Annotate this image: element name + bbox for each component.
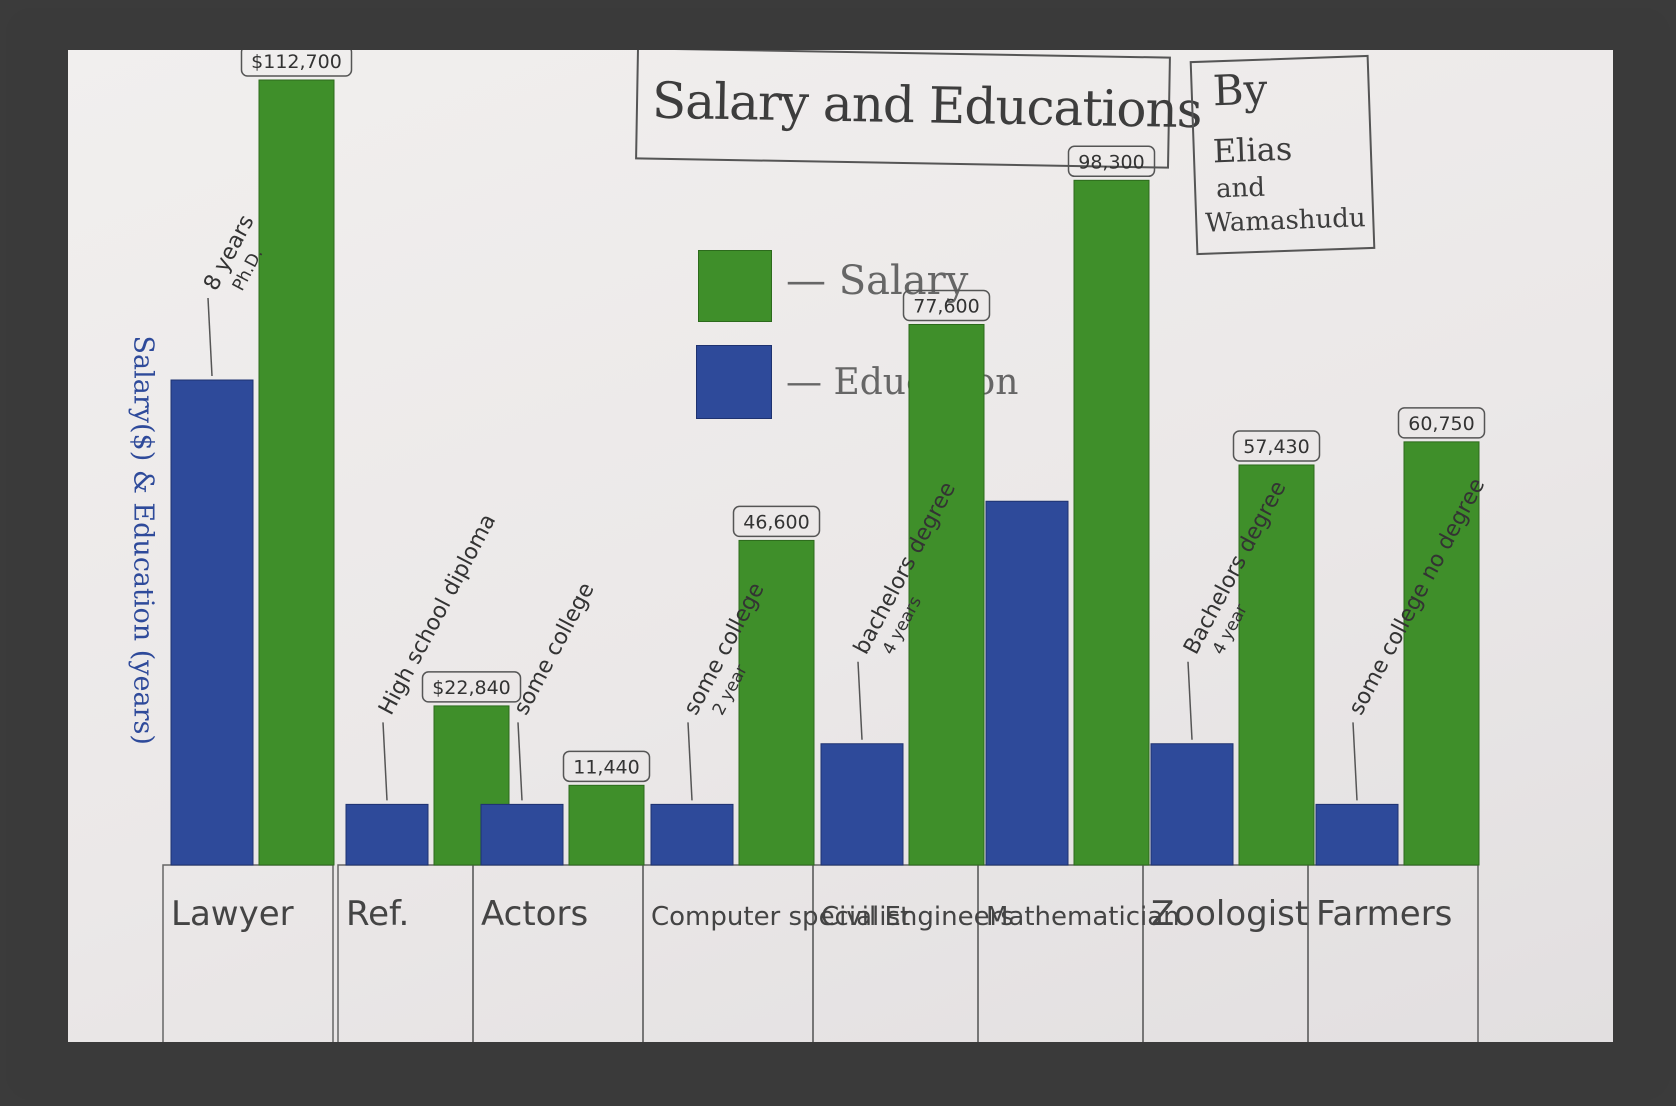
data-label-salary-farmers: 60,750 — [1408, 413, 1474, 435]
data-label-box-computer-specialist — [732, 505, 821, 538]
category-cell-zoologist — [1142, 864, 1309, 1042]
annotation-pointer-ref — [382, 722, 388, 801]
data-label-salary-civil-engineers: 77,600 — [913, 295, 979, 317]
data-label-salary-zoologist: 57,430 — [1243, 436, 1309, 458]
bar-education-mathematician — [985, 500, 1069, 866]
bar-education-ref — [345, 803, 429, 866]
category-cell-farmers — [1307, 864, 1479, 1042]
paper-sheet: Salary and Educations By Elias and Wamas… — [68, 50, 1613, 1042]
data-label-box-civil-engineers — [902, 289, 991, 322]
bar-salary-actors — [568, 784, 645, 866]
data-label-box-actors — [562, 750, 651, 783]
bar-salary-computer-specialist — [738, 539, 815, 866]
bar-salary-zoologist — [1238, 464, 1315, 866]
legend-swatch-salary — [698, 250, 772, 322]
bar-salary-mathematician — [1073, 179, 1150, 866]
annotation-pointer-actors — [517, 722, 523, 801]
x-tick-label: Farmers — [1316, 894, 1452, 934]
data-label-box-mathematician — [1067, 145, 1156, 178]
bar-education-zoologist — [1150, 743, 1234, 866]
x-tick-label: Zoologist — [1151, 894, 1308, 934]
category-cell-actors — [472, 864, 644, 1042]
category-cell-computer-specialist — [642, 864, 814, 1042]
bar-salary-civil-engineers — [908, 323, 985, 866]
category-cell-lawyer — [162, 864, 334, 1042]
annotation-pointer-farmers — [1352, 722, 1358, 801]
category-cell-ref — [337, 864, 474, 1042]
annotation-pointer-zoologist — [1187, 661, 1193, 740]
data-label-salary-ref: $22,840 — [432, 677, 511, 699]
data-label-salary-lawyer: $112,700 — [251, 51, 342, 73]
annotation-pointer-computer-specialist — [687, 722, 693, 801]
bar-education-farmers — [1315, 803, 1399, 866]
data-label-box-lawyer — [240, 50, 353, 77]
bar-education-actors — [480, 803, 564, 866]
data-label-box-ref — [421, 671, 522, 703]
data-label-salary-mathematician: 98,300 — [1078, 151, 1144, 173]
x-tick-label: Lawyer — [171, 894, 294, 934]
education-annotation-actors: some college — [509, 579, 599, 719]
bar-education-civil-engineers — [820, 743, 904, 866]
data-label-salary-computer-specialist: 46,600 — [743, 511, 809, 533]
legend-swatch-education — [696, 345, 772, 419]
data-label-box-farmers — [1397, 407, 1486, 439]
x-tick-label: Mathematician — [986, 902, 1180, 932]
x-tick-label: Ref. — [346, 894, 409, 934]
data-label-box-zoologist — [1232, 430, 1321, 462]
x-tick-label: Computer specialist — [651, 902, 910, 932]
bar-salary-farmers — [1403, 441, 1480, 866]
bar-chart: Lawyer Ref. Actors Computer specialistCivil… — [162, 50, 1490, 1042]
annotation-pointer-civil-engineers — [857, 661, 863, 740]
bar-education-lawyer — [170, 379, 254, 866]
bar-salary-lawyer — [258, 79, 335, 866]
legend-label-salary: — Salary — [786, 258, 969, 304]
bar-education-computer-specialist — [650, 803, 734, 866]
category-cell-mathematician — [977, 864, 1144, 1042]
data-label-salary-actors: 11,440 — [573, 756, 639, 778]
x-tick-label: Civil Engineers — [821, 902, 1014, 932]
annotation-pointer-lawyer — [207, 297, 213, 377]
x-tick-label: Actors — [481, 894, 588, 934]
category-cell-civil-engineers — [812, 864, 979, 1042]
